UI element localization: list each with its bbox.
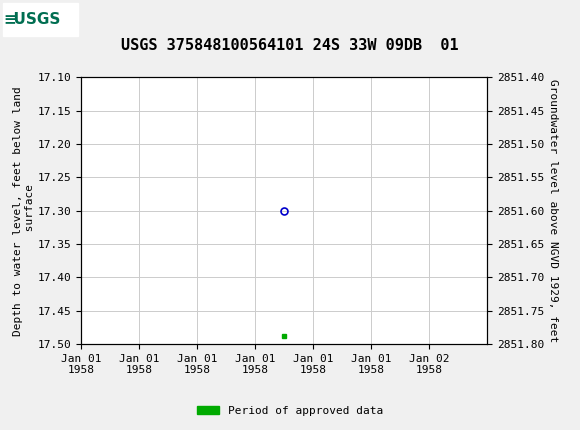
- Text: USGS 375848100564101 24S 33W 09DB  01: USGS 375848100564101 24S 33W 09DB 01: [121, 38, 459, 52]
- Y-axis label: Groundwater level above NGVD 1929, feet: Groundwater level above NGVD 1929, feet: [548, 79, 559, 342]
- Y-axis label: Depth to water level, feet below land
 surface: Depth to water level, feet below land su…: [13, 86, 35, 335]
- Legend: Period of approved data: Period of approved data: [193, 401, 387, 420]
- Text: USGS: USGS: [3, 12, 60, 27]
- Text: ≡: ≡: [3, 12, 16, 27]
- FancyBboxPatch shape: [3, 3, 78, 36]
